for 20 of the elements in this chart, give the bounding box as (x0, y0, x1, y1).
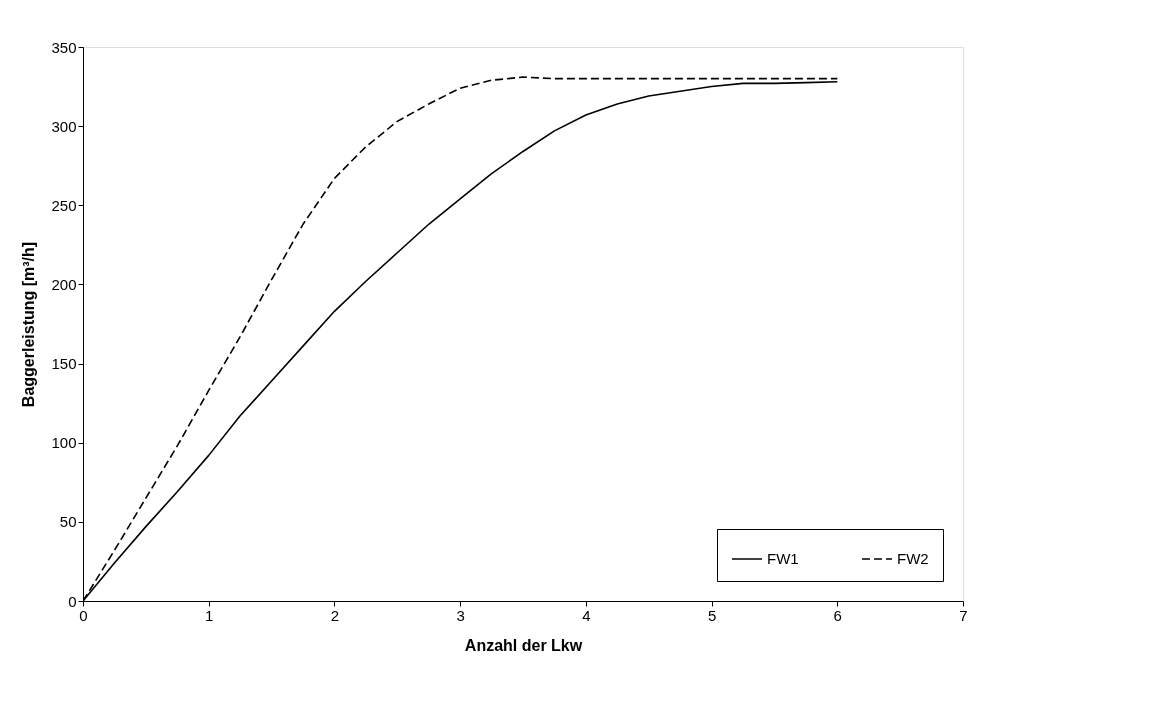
x-tick-label: 2 (330, 606, 340, 624)
legend-label: FW2 (897, 550, 929, 567)
y-tick-label: 300 (51, 117, 77, 135)
x-tick-label: 7 (959, 606, 968, 624)
y-tick-label: 250 (51, 196, 77, 214)
x-tick-label: 3 (456, 606, 465, 624)
x-tick-label: 6 (833, 606, 842, 624)
y-axis-title: Baggerleistung [m³/h] (20, 241, 38, 408)
x-tick-label: 4 (582, 606, 591, 624)
x-tick-label: 5 (707, 606, 717, 624)
y-tick-label: 50 (59, 513, 77, 531)
y-tick-label: 100 (51, 434, 77, 452)
y-tick-label: 0 (68, 592, 77, 610)
x-axis-title: Anzahl der Lkw (464, 636, 583, 654)
x-tick-label: 0 (79, 606, 88, 624)
legend-label: FW1 (767, 550, 799, 567)
y-tick-label: 350 (51, 38, 77, 56)
y-tick-label: 200 (51, 275, 77, 293)
y-tick-label: 150 (51, 355, 77, 373)
x-tick-label: 1 (205, 606, 214, 624)
